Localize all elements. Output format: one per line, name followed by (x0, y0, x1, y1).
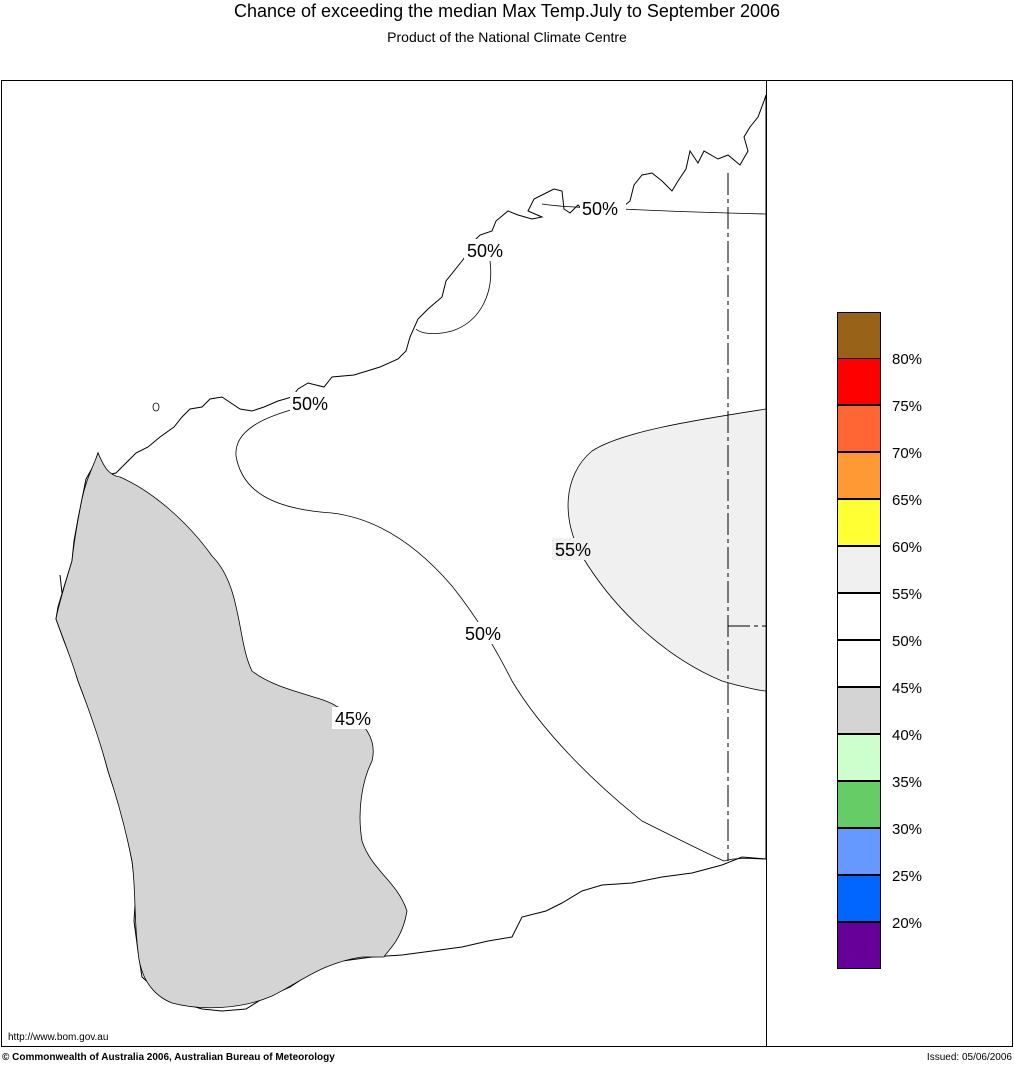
legend-swatch (837, 781, 881, 828)
map-subtitle: Product of the National Climate Centre (387, 29, 627, 45)
map-frame (1, 80, 1013, 1047)
legend-swatch (837, 593, 881, 640)
legend-swatch (837, 546, 881, 593)
legend-label: 60% (892, 539, 923, 556)
legend-label: 55% (892, 586, 923, 603)
island (59, 574, 63, 594)
legend-swatch (837, 312, 881, 359)
border-bottom-link (723, 858, 766, 862)
copyright-notice: © Commonwealth of Australia 2006, Austra… (2, 1052, 335, 1063)
issued-date: Issued: 05/06/2006 (926, 1052, 1012, 1063)
wa-map: 50% 50% 50% 50% 55% 45% (55, 94, 766, 1012)
legend-swatch (837, 452, 881, 499)
legend-swatch (837, 405, 881, 452)
legend-swatch (837, 358, 881, 405)
contour-label-45: 45% (335, 709, 371, 729)
legend-label: 70% (892, 445, 923, 462)
legend-label: 25% (892, 868, 923, 885)
legend-swatch (837, 640, 881, 687)
legend-label: 50% (892, 633, 923, 650)
legend-label: 30% (892, 821, 923, 838)
panel-divider (766, 80, 767, 1047)
contour-label-50: 50% (465, 624, 501, 644)
contour-label-55: 55% (555, 540, 591, 560)
legend-swatch (837, 922, 881, 969)
contour-labels: 50% 50% 50% 50% 55% 45% (290, 197, 626, 729)
legend-label: 45% (892, 680, 923, 697)
legend-swatch (837, 875, 881, 922)
legend-swatch (837, 499, 881, 546)
legend-swatch (837, 687, 881, 734)
contour-label-50: 50% (292, 394, 328, 414)
legend-label: 65% (892, 492, 923, 509)
legend-label: 75% (892, 398, 923, 415)
legend-swatch (837, 828, 881, 875)
legend-label: 40% (892, 727, 923, 744)
legend-label: 35% (892, 774, 923, 791)
source-url[interactable]: http://www.bom.gov.au (8, 1032, 109, 1043)
legend-label: 20% (892, 915, 923, 932)
contour-label-50: 50% (582, 199, 618, 219)
contour-line-50-north (541, 203, 766, 215)
map-title: Chance of exceeding the median Max Temp.… (234, 1, 780, 21)
contour-line-50-central (235, 406, 725, 862)
legend-label: 80% (892, 351, 923, 368)
legend-swatch (837, 734, 881, 781)
contour-label-50: 50% (467, 241, 503, 261)
contour-line-50-pilbara (415, 260, 492, 335)
state-border-dashed (727, 173, 766, 861)
island (152, 402, 160, 412)
contour-region-45 (55, 451, 408, 1009)
